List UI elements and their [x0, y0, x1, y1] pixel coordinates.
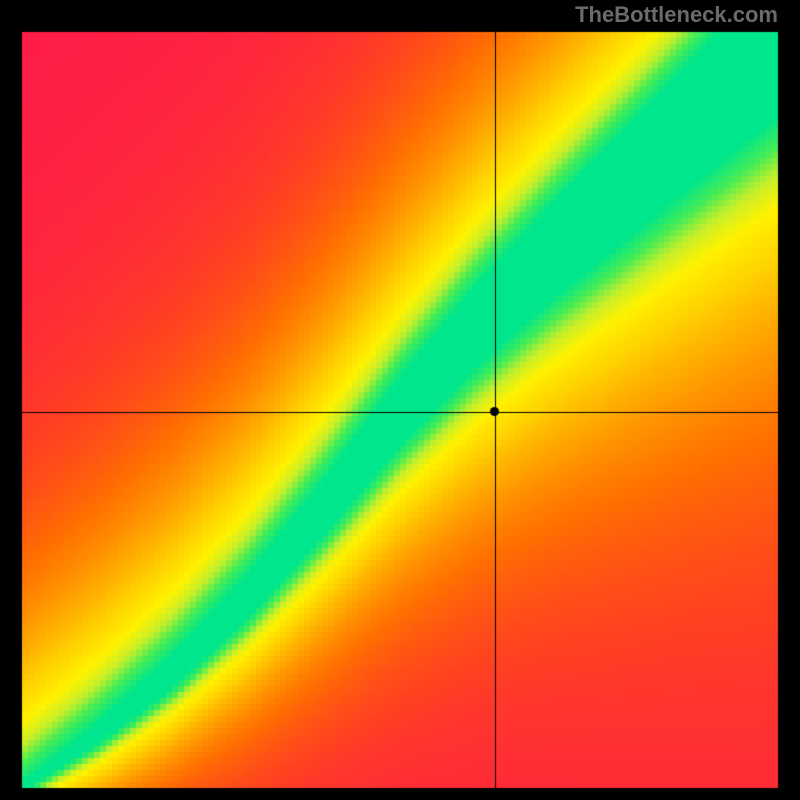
watermark-text: TheBottleneck.com [575, 2, 778, 28]
chart-container: TheBottleneck.com [0, 0, 800, 800]
gradient-heatmap-chart [0, 0, 800, 800]
